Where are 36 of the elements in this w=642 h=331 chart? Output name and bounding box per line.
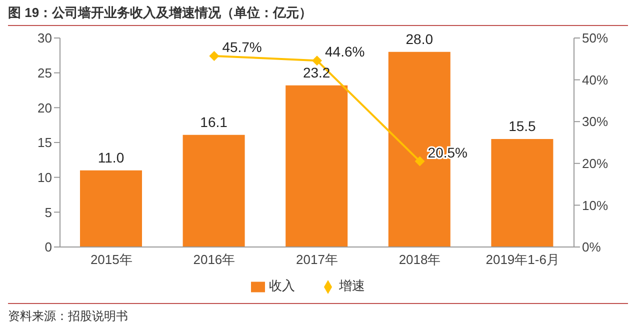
y2-tick-label: 50% [582, 30, 608, 46]
point [312, 56, 322, 66]
y-tick-label: 5 [44, 204, 52, 220]
chart-title: 图 19：公司墙开业务收入及增速情况（单位：亿元） [8, 4, 628, 26]
y2-tick-label: 10% [582, 198, 608, 213]
y2-tick-label: 30% [582, 114, 608, 130]
bar [286, 85, 348, 247]
data-label: 16.1 [200, 114, 228, 130]
legend-label: 增速 [339, 278, 365, 293]
y-tick-label: 20 [38, 100, 52, 116]
x-tick-label: 2016年 [193, 252, 236, 268]
data-label: 28.0 [406, 30, 434, 47]
data-label: 15.5 [508, 118, 536, 134]
x-tick-label: 2015年 [90, 252, 132, 268]
data-label: 44.6% [325, 44, 365, 60]
y2-tick-label: 40% [582, 72, 608, 88]
bar [182, 134, 245, 247]
point [209, 50, 220, 61]
y-tick-label: 25 [38, 65, 52, 80]
y-tick-label: 10 [38, 170, 52, 185]
legend-label: 收入 [269, 278, 295, 293]
bar [491, 139, 554, 247]
y2-tick-label: 20% [582, 156, 608, 172]
data-label: 11.0 [98, 149, 124, 166]
point [414, 156, 425, 166]
x-tick-label: 2018年 [398, 252, 441, 268]
x-tick-label: 2017年 [296, 252, 338, 268]
data-label: 45.7% [222, 38, 262, 55]
y-tick-label: 15 [38, 135, 52, 150]
bar [80, 170, 142, 247]
y-tick-label: 30 [38, 30, 52, 46]
text: 资料来源：招股说明书 [8, 308, 129, 325]
x-tick-label: 2019年1-6月 [486, 252, 560, 268]
y2-tick-label: 0% [582, 240, 602, 255]
y-tick-label: 0 [44, 240, 52, 255]
data-label: 23.2 [302, 64, 330, 80]
